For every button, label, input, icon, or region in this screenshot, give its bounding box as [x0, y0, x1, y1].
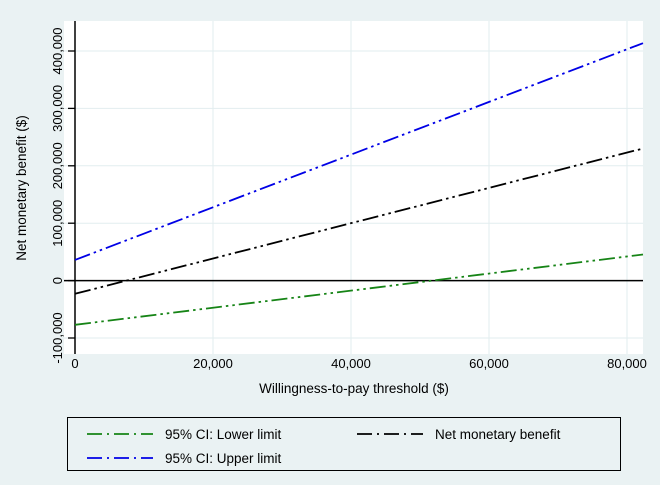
y-tick-label: 0	[50, 277, 65, 284]
upper-ci-line-swatch-icon	[87, 457, 153, 459]
legend-entry-lower-ci: 95% CI: Lower limit	[86, 424, 281, 444]
series-layer	[74, 42, 644, 326]
lower-ci-line-swatch-icon	[87, 433, 153, 435]
legend-entry-nmb: Net monetary benefit	[356, 424, 560, 444]
series-line-95-ci-upper-limit	[74, 42, 644, 261]
x-tick-label: 40,000	[331, 356, 371, 371]
legend-label-lower-ci: 95% CI: Lower limit	[165, 426, 282, 442]
nmb-line-swatch-icon	[357, 433, 423, 435]
x-axis-title: Willingness-to-pay threshold ($)	[259, 381, 449, 396]
y-tick-label: 400,000	[50, 28, 65, 75]
x-tick-label: 60,000	[469, 356, 509, 371]
x-tick-label: 0	[71, 356, 78, 371]
series-line-net-monetary-benefit	[74, 147, 644, 295]
legend-label-upper-ci: 95% CI: Upper limit	[165, 450, 282, 466]
series-line-95-ci-lower-limit	[74, 253, 644, 326]
legend-entry-upper-ci: 95% CI: Upper limit	[86, 448, 281, 468]
axis-layer	[64, 21, 643, 354]
y-axis-title: Net monetary benefit ($)	[14, 115, 29, 261]
plot-area	[64, 21, 643, 354]
label-layer: -100,000 0 100,000 200,000 300,000 400,000 0 20…	[50, 28, 647, 372]
y-tick-label: 100,000	[50, 200, 65, 247]
legend: 95% CI: Lower limit 95% CI: Upper limit …	[67, 417, 621, 471]
y-tick-label: 200,000	[50, 142, 65, 189]
x-tick-label: 80,000	[607, 356, 647, 371]
legend-label-nmb: Net monetary benefit	[435, 426, 561, 442]
y-tick-label: -100,000	[50, 312, 65, 363]
x-tick-label: 20,000	[193, 356, 233, 371]
y-tick-label: 300,000	[50, 85, 65, 132]
